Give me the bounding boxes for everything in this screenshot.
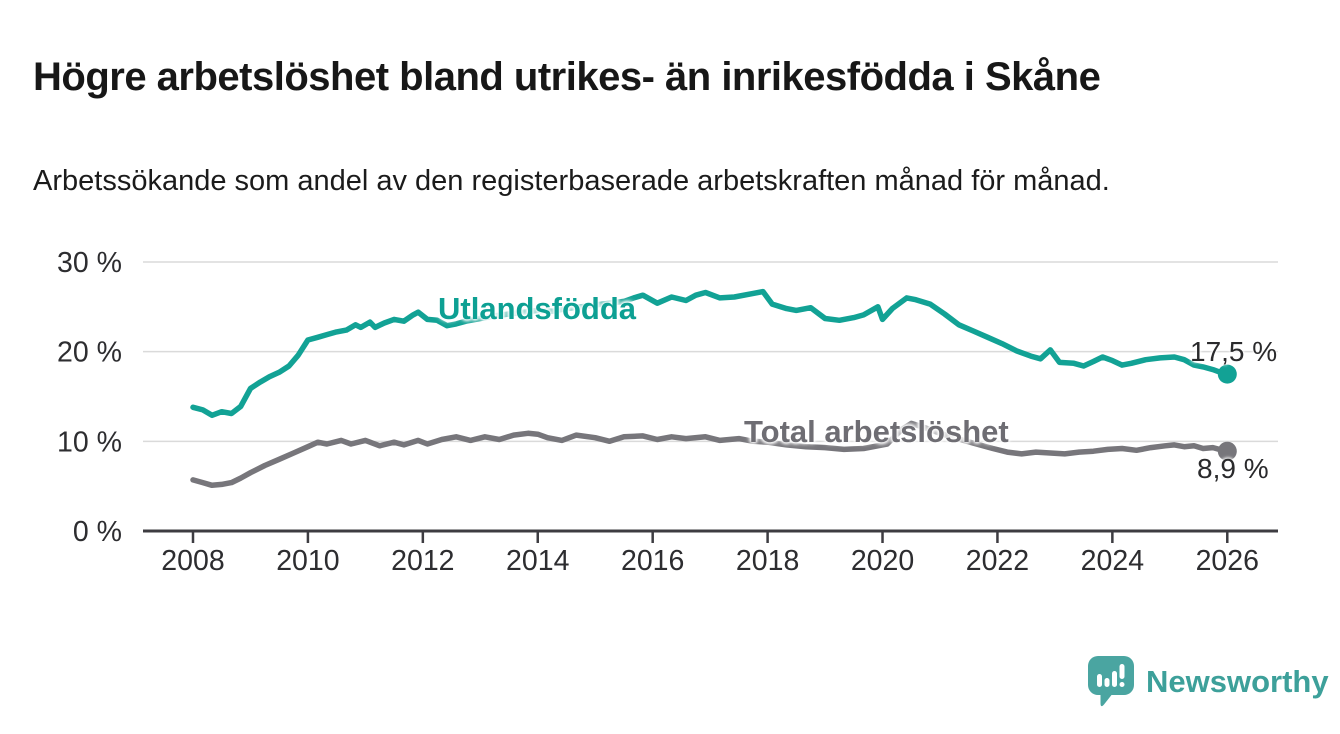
y-tick-label: 30 %: [57, 247, 122, 279]
series-line-1: [190, 420, 1231, 489]
x-tick-label: 2016: [621, 545, 684, 577]
series-end-dot-0: [1217, 364, 1237, 384]
x-tick-label: 2018: [736, 545, 799, 577]
series-label-utlandsfodda: Utlandsfödda: [438, 291, 637, 326]
x-tick-label: 2010: [276, 545, 339, 577]
end-value-label-total: 8,9 %: [1197, 453, 1269, 484]
chart-subtitle: Arbetssökande som andel av den registerb…: [33, 165, 1110, 197]
page-title: Högre arbetslöshet bland utrikes- än inr…: [33, 54, 1101, 99]
newsworthy-bubble-chart-icon: [1088, 656, 1134, 707]
x-tick-label: 2020: [851, 545, 914, 577]
end-value-label-utlandsfodda: 17,5 %: [1190, 336, 1278, 367]
x-tick-label: 2012: [391, 545, 454, 577]
newsworthy-logo: Newsworthy: [1087, 655, 1329, 708]
series-end-dot-1: [1217, 441, 1237, 461]
x-tick-label: 2014: [506, 545, 570, 577]
x-tick-label: 2008: [161, 545, 224, 577]
series-label-total-arbetsloshet: Total arbetslöshet: [744, 414, 1009, 449]
x-tick-label: 2022: [966, 545, 1029, 577]
series-line-0: [190, 288, 1231, 419]
newsworthy-logo-text: Newsworthy: [1146, 663, 1329, 699]
x-tick-label: 2024: [1081, 545, 1145, 577]
y-tick-label: 20 %: [57, 337, 122, 369]
y-tick-label: 0 %: [73, 516, 122, 548]
x-tick-label: 2026: [1196, 545, 1259, 577]
y-tick-label: 10 %: [57, 426, 122, 458]
